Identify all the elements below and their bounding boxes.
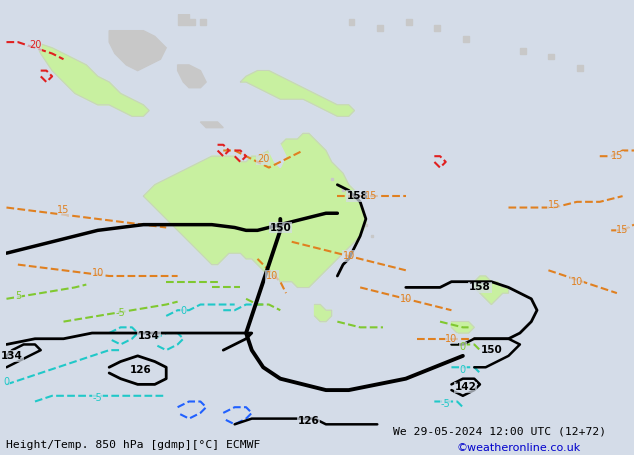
Polygon shape [314, 304, 332, 322]
Text: 10: 10 [399, 294, 412, 304]
Polygon shape [200, 19, 206, 25]
Polygon shape [189, 19, 195, 25]
Text: 20: 20 [29, 40, 41, 50]
Text: 158: 158 [469, 283, 491, 293]
Text: 0: 0 [460, 342, 466, 352]
Text: 126: 126 [130, 365, 152, 375]
Text: -5: -5 [441, 399, 451, 410]
Polygon shape [143, 133, 366, 288]
Polygon shape [200, 122, 223, 128]
Text: 158: 158 [346, 191, 368, 201]
Polygon shape [178, 65, 206, 88]
Text: 5: 5 [15, 291, 21, 301]
Text: ©weatheronline.co.uk: ©weatheronline.co.uk [456, 443, 581, 453]
Text: 142: 142 [455, 382, 477, 392]
Polygon shape [178, 14, 189, 25]
Text: 0: 0 [460, 365, 466, 375]
Text: 15: 15 [611, 151, 623, 161]
Polygon shape [377, 25, 383, 30]
Polygon shape [548, 54, 554, 59]
Polygon shape [520, 48, 526, 54]
Text: 126: 126 [298, 416, 320, 426]
Text: 10: 10 [266, 271, 278, 281]
Polygon shape [434, 25, 440, 30]
Text: 0: 0 [180, 306, 186, 316]
Polygon shape [463, 36, 469, 42]
Text: 10: 10 [571, 277, 583, 287]
Text: 134: 134 [138, 331, 160, 341]
Text: 150: 150 [269, 222, 291, 233]
Polygon shape [406, 19, 411, 25]
Polygon shape [474, 276, 508, 304]
Text: -5: -5 [115, 308, 126, 318]
Polygon shape [577, 65, 583, 71]
Text: 10: 10 [445, 334, 458, 344]
Text: 15: 15 [365, 191, 378, 201]
Text: 134: 134 [1, 351, 23, 361]
Polygon shape [269, 139, 286, 167]
Text: 150: 150 [481, 345, 502, 355]
Text: 15: 15 [57, 205, 70, 215]
Polygon shape [35, 42, 149, 116]
Polygon shape [349, 19, 354, 25]
Polygon shape [451, 322, 474, 333]
Text: 10: 10 [342, 251, 355, 261]
Text: 15: 15 [616, 225, 629, 235]
Text: -5: -5 [93, 393, 103, 403]
Text: 20: 20 [257, 154, 269, 164]
Polygon shape [240, 71, 354, 116]
Text: 10: 10 [92, 268, 104, 278]
Text: Height/Temp. 850 hPa [gdmp][°C] ECMWF: Height/Temp. 850 hPa [gdmp][°C] ECMWF [6, 440, 261, 450]
Text: 0: 0 [3, 377, 10, 387]
Polygon shape [109, 30, 166, 71]
Text: We 29-05-2024 12:00 UTC (12+72): We 29-05-2024 12:00 UTC (12+72) [393, 427, 606, 437]
Text: 15: 15 [548, 200, 560, 210]
